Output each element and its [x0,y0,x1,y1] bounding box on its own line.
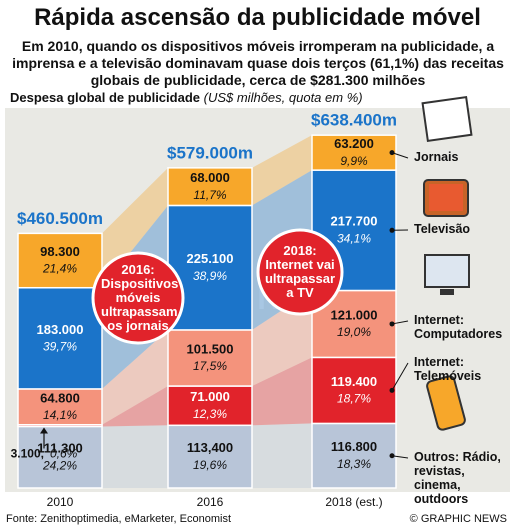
x-tick-label: 2010 [47,495,74,509]
value-label: 98.300 [40,244,80,259]
source: Fonte: Zenithoptimedia, eMarketer, Econo… [6,513,231,525]
flow-band [102,329,168,425]
value-label: 113,400 [187,440,233,455]
bar-segment [167,385,253,427]
share-label: 34,1% [337,231,371,245]
value-label: 111.300 [37,441,83,456]
legend-dot [389,227,395,233]
total-label: $460.500m [17,209,103,228]
share-label: 18,7% [337,392,371,406]
bar-segment [17,286,103,390]
share-label: 12,3% [193,407,227,421]
bar-segment [167,329,253,387]
callout-circle [91,251,185,345]
total-label: $638.400m [311,111,397,130]
share-label: 9,9% [340,154,368,168]
value-label: 183.000 [37,322,84,337]
share-label: 24,2% [42,458,77,472]
flow-band [102,386,168,427]
legend-dot [389,387,395,393]
x-tick-label: 2018 (est.) [325,495,382,509]
bar-segment [17,425,103,489]
subtitle: Em 2010, quando os dispositivos móveis i… [12,38,504,88]
share-label: 0,6% [50,447,78,461]
flow-band [252,357,312,426]
flow-band [252,135,312,206]
legend-dot [389,150,395,156]
legend-label: Outros: Rádio, revistas, cinema, outdoor… [414,450,501,506]
x-tick-label: 2016 [197,495,224,509]
share-label: 11,7% [193,188,226,202]
share-label: 18,3% [337,457,371,471]
icon-news [421,95,473,143]
credit: © GRAPHIC NEWS [409,513,507,525]
value-label: 71.000 [190,389,230,404]
bar-segment [311,356,397,425]
callout-text: 2016: Dispositivos móveis ultrapassam os… [101,262,179,333]
bar-segment [167,167,253,207]
share-label: 21,4% [42,262,77,276]
share-label: 38,9% [193,269,227,283]
legend-pointer [391,455,409,459]
legend-dot [389,453,395,459]
value-label: 225.100 [187,251,234,266]
axis-unit: (US$ milhões, quota em %) [203,90,363,105]
value-label: 121.000 [331,307,378,322]
legend-label: Jornais [414,150,459,164]
share-label: 19,0% [337,325,371,339]
legend-pointer [391,152,409,159]
flow-band [252,423,312,488]
share-label: 14,1% [43,408,77,422]
total-label: $579.000m [167,143,253,162]
callout-text: 2018: Internet vai ultrapassar a TV [264,243,336,300]
value-label: 119.400 [331,374,377,389]
value-label: 3.100, [11,447,44,461]
value-label: 68.000 [190,170,230,185]
value-label: 63.200 [334,136,374,151]
icon-tv-screen [429,184,463,211]
bar-segment [311,134,397,171]
share-label: 19,6% [193,458,227,472]
legend-pointer [391,320,409,325]
bar-segment [17,232,103,289]
title: Rápida ascensão da publicidade móvel [34,4,481,31]
value-label: 217.700 [331,214,378,229]
arrowhead [40,427,48,434]
legend-label: Televisão [414,222,471,236]
icon-monitor [424,254,470,288]
value-label: 64.800 [40,390,80,405]
share-label: 39,7% [43,339,77,353]
callout-circle [256,228,344,316]
value-label: 116.800 [331,439,377,454]
bar-segment [311,422,397,489]
share-label: 17,5% [193,359,227,373]
legend-dot [389,321,395,327]
icon-monitor-stand [440,289,454,295]
legend-label: Internet: Telemóveis [414,355,482,383]
axis-label-wrap: Despesa global de publicidade (US$ milhõ… [10,90,363,105]
legend-pointer [391,362,409,391]
flow-band [102,425,168,488]
legend-label: Internet: Computadores [414,313,503,341]
value-label: 101.500 [187,341,234,356]
icon-phone [426,375,466,431]
bar-segment [167,424,253,489]
axis-label: Despesa global de publicidade [10,90,200,105]
icons [421,95,473,431]
